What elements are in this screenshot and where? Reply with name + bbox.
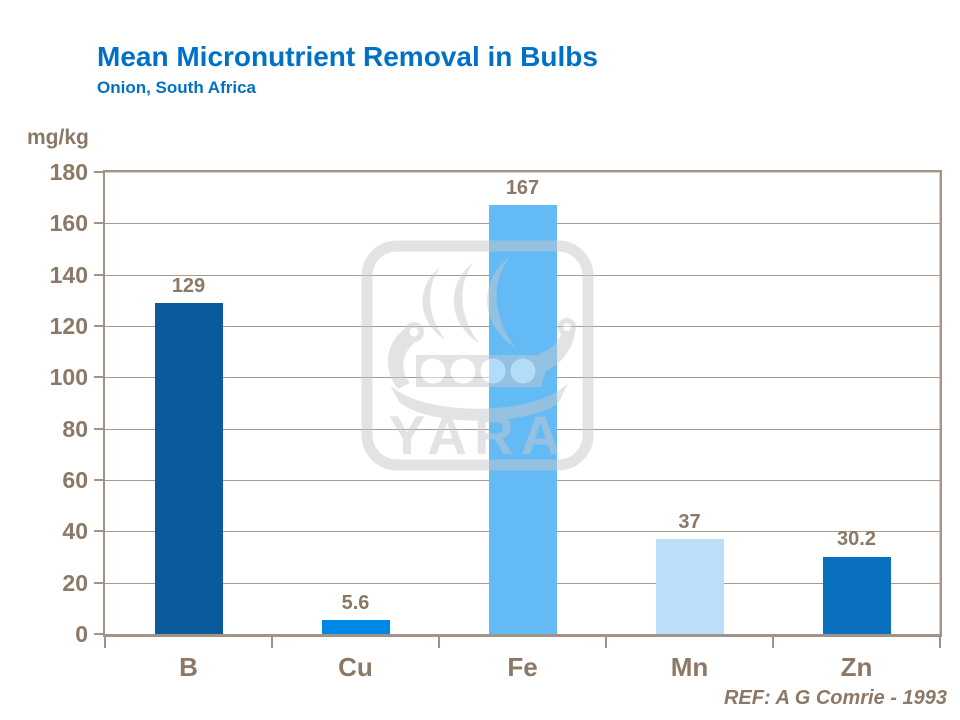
bar-Zn xyxy=(822,556,891,634)
y-tick-label: 180 xyxy=(49,159,88,185)
category-label-Mn: Mn xyxy=(670,652,709,682)
category-label-Cu: Cu xyxy=(338,652,373,682)
bar-Cu xyxy=(321,619,390,634)
chart-subtitle: Onion, South Africa xyxy=(97,78,256,98)
bar-Fe xyxy=(488,205,557,634)
category-label-Zn: Zn xyxy=(840,652,873,682)
y-tick-label: 140 xyxy=(49,261,88,288)
plot-area xyxy=(103,170,942,637)
value-label-Fe: 167 xyxy=(505,177,540,200)
y-tick-label: 20 xyxy=(62,569,88,596)
y-axis-tick xyxy=(94,427,103,430)
y-axis-tick xyxy=(94,633,103,635)
y-tick-label: 40 xyxy=(62,518,88,545)
y-tick-label: 60 xyxy=(62,467,88,493)
x-axis-tick xyxy=(772,637,774,648)
y-axis-tick xyxy=(94,171,103,173)
y-tick-label: 100 xyxy=(49,364,88,391)
reference-text: REF: A G Comrie - 1993 xyxy=(723,687,947,709)
y-tick-label: 80 xyxy=(62,415,88,442)
y-axis-tick xyxy=(94,325,103,327)
y-axis-tick xyxy=(94,530,103,533)
x-axis-tick xyxy=(104,637,106,648)
y-axis-tick xyxy=(94,581,103,584)
value-label-Mn: 37 xyxy=(678,511,701,534)
x-axis-tick xyxy=(438,637,440,648)
y-axis-tick xyxy=(94,479,103,481)
chart-title: Mean Micronutrient Removal in Bulbs xyxy=(97,41,598,72)
y-tick-label: 120 xyxy=(49,313,88,339)
y-axis-unit-label: mg/kg xyxy=(27,126,89,149)
y-axis-tick xyxy=(94,222,103,225)
y-tick-label: 0 xyxy=(75,621,88,647)
x-axis-tick xyxy=(605,637,607,648)
x-axis-tick xyxy=(271,637,273,648)
bar-Mn xyxy=(655,539,724,634)
value-label-Zn: 30.2 xyxy=(837,528,876,551)
y-tick-label: 160 xyxy=(49,210,88,237)
bar-B xyxy=(154,302,223,634)
y-axis-tick xyxy=(94,376,103,379)
y-axis-tick xyxy=(94,273,103,276)
category-label-Fe: Fe xyxy=(507,652,538,682)
value-label-Cu: 5.6 xyxy=(341,591,370,614)
x-axis-tick xyxy=(939,637,941,648)
value-label-B: 129 xyxy=(171,274,206,297)
category-label-B: B xyxy=(179,652,198,682)
title-block: Mean Micronutrient Removal in Bulbs Onio… xyxy=(97,41,598,98)
